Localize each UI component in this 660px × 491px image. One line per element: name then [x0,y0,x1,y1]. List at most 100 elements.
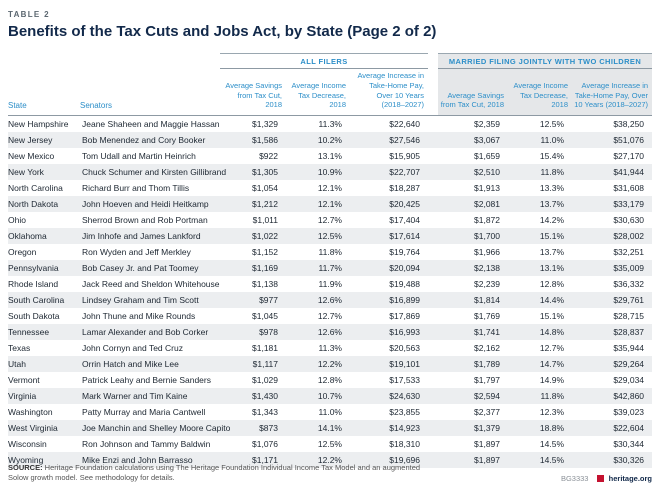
all-filers-increase-cell: $16,899 [389,295,421,305]
table-row: Washington Patty Murray and Maria Cantwe… [8,404,652,420]
all-filers-savings-cell: $977 [259,295,278,305]
married-savings-cell: $1,913 [474,183,501,193]
all-filers-decrease-cell: 12.8% [317,375,342,385]
group-gap-cell [428,388,438,404]
married-savings-cell: $1,379 [474,423,501,433]
senators-cell: Mike Enzi and John Barrasso [82,455,193,465]
all-filers-decrease-cell: 12.6% [317,295,342,305]
all-filers-decrease-cell: 10.7% [317,391,342,401]
married-decrease-cell: 14.9% [539,375,565,385]
group-gap-cell [428,180,438,196]
all-filers-savings-cell: $978 [259,327,278,337]
married-increase-cell: $38,250 [613,119,645,129]
column-header-increase-all-filers: Average Increase in Take-Home Pay, Over … [350,68,429,116]
group-gap-cell [428,260,438,276]
state-cell: South Carolina [8,295,65,305]
all-filers-increase-cell: $23,855 [389,407,421,417]
married-decrease-cell: 13.1% [539,263,565,273]
senators-cell: Patty Murray and Maria Cantwell [82,407,206,417]
state-cell: Oregon [8,247,37,257]
group-gap-cell [428,436,438,452]
all-filers-decrease-cell: 14.1% [317,423,342,433]
married-decrease-cell: 14.2% [539,215,565,225]
table-row: Rhode Island Jack Reed and Sheldon White… [8,276,652,292]
married-decrease-cell: 11.8% [540,391,565,401]
married-savings-cell: $1,769 [474,311,501,321]
column-header-savings-all-filers: Average Savings from Tax Cut, 2018 [220,68,286,116]
group-gap-cell [428,148,438,164]
column-header-decrease-married: Average Income Tax Decrease, 2018 [508,68,573,116]
group-gap-cell [428,164,438,180]
all-filers-increase-cell: $19,696 [389,455,421,465]
state-cell: New Mexico [8,151,55,161]
state-cell: Washington [8,407,53,417]
state-cell: Utah [8,359,26,369]
table-row: New Mexico Tom Udall and Martin Heinrich… [8,148,652,164]
married-savings-cell: $2,081 [474,199,501,209]
senators-cell: Chuck Schumer and Kirsten Gillibrand [82,167,227,177]
column-header-increase-married: Average Increase in Take-Home Pay, Over … [572,68,653,116]
married-increase-cell: $32,251 [613,247,645,257]
married-decrease-cell: 11.0% [540,135,565,145]
all-filers-decrease-cell: 12.5% [317,439,342,449]
all-filers-savings-cell: $1,138 [252,279,278,289]
all-filers-savings-cell: $1,076 [252,439,278,449]
senators-cell: Tom Udall and Martin Heinrich [82,151,196,161]
table-row: Wisconsin Ron Johnson and Tammy Baldwin … [8,436,652,452]
table-header: State Senators ALL FILERS MARRIED FILING… [8,53,653,116]
group-gap-cell [428,292,438,308]
all-filers-increase-cell: $19,488 [389,279,421,289]
all-filers-savings-cell: $1,212 [252,199,278,209]
senators-cell: John Hoeven and Heidi Heitkamp [82,199,209,209]
all-filers-decrease-cell: 10.9% [317,167,342,177]
married-decrease-cell: 14.8% [539,327,565,337]
married-increase-cell: $28,837 [613,327,645,337]
all-filers-increase-cell: $15,905 [389,151,421,161]
all-filers-increase-cell: $24,630 [389,391,421,401]
all-filers-increase-cell: $19,101 [389,359,421,369]
all-filers-decrease-cell: 12.2% [317,455,342,465]
state-cell: North Carolina [8,183,63,193]
table-row: New Jersey Bob Menendez and Cory Booker … [8,132,653,148]
all-filers-increase-cell: $17,533 [389,375,421,385]
all-filers-decrease-cell: 13.1% [317,151,342,161]
site-link: heritage.org [608,474,652,483]
married-increase-cell: $36,332 [613,279,645,289]
all-filers-increase-cell: $20,094 [389,263,421,273]
married-savings-cell: $2,594 [474,391,501,401]
table-row: New York Chuck Schumer and Kirsten Gilli… [8,164,653,180]
married-increase-cell: $30,344 [613,439,645,449]
all-filers-savings-cell: $1,171 [252,455,278,465]
table-row: Virginia Mark Warner and Tim Kaine $1,43… [8,388,653,404]
all-filers-savings-cell: $922 [259,151,278,161]
all-filers-increase-cell: $22,640 [389,119,421,129]
group-gap-cell [428,372,438,388]
senators-cell: Jack Reed and Sheldon Whitehouse [82,279,220,289]
married-decrease-cell: 11.8% [540,167,565,177]
all-filers-decrease-cell: 12.6% [317,327,342,337]
married-increase-cell: $28,715 [613,311,645,321]
married-increase-cell: $35,009 [613,263,645,273]
state-cell: Virginia [8,391,37,401]
married-savings-cell: $2,162 [474,343,501,353]
married-increase-cell: $30,326 [613,455,645,465]
state-cell: West Virginia [8,423,58,433]
table-row: New Hampshire Jeane Shaheen and Maggie H… [8,116,652,133]
group-header-row: State Senators ALL FILERS MARRIED FILING… [8,53,653,116]
group-gap-cell [428,308,438,324]
married-decrease-cell: 14.5% [539,455,565,465]
state-cell: Oklahoma [8,231,47,241]
married-increase-cell: $33,179 [613,199,645,209]
source-text: Heritage Foundation calculations using T… [8,462,421,482]
all-filers-decrease-cell: 12.7% [317,215,342,225]
senators-cell: Mark Warner and Tim Kaine [82,391,188,401]
all-filers-decrease-cell: 12.1% [317,199,342,209]
married-decrease-cell: 15.1% [539,231,565,241]
senators-cell: Bob Menendez and Cory Booker [82,135,206,145]
senators-cell: Orrin Hatch and Mike Lee [82,359,179,369]
all-filers-savings-cell: $1,329 [252,119,278,129]
table-row: Wyoming Mike Enzi and John Barrasso $1,1… [8,452,653,468]
all-filers-increase-cell: $20,563 [389,343,421,353]
group-gap-cell [428,132,438,148]
married-increase-cell: $29,264 [613,359,645,369]
